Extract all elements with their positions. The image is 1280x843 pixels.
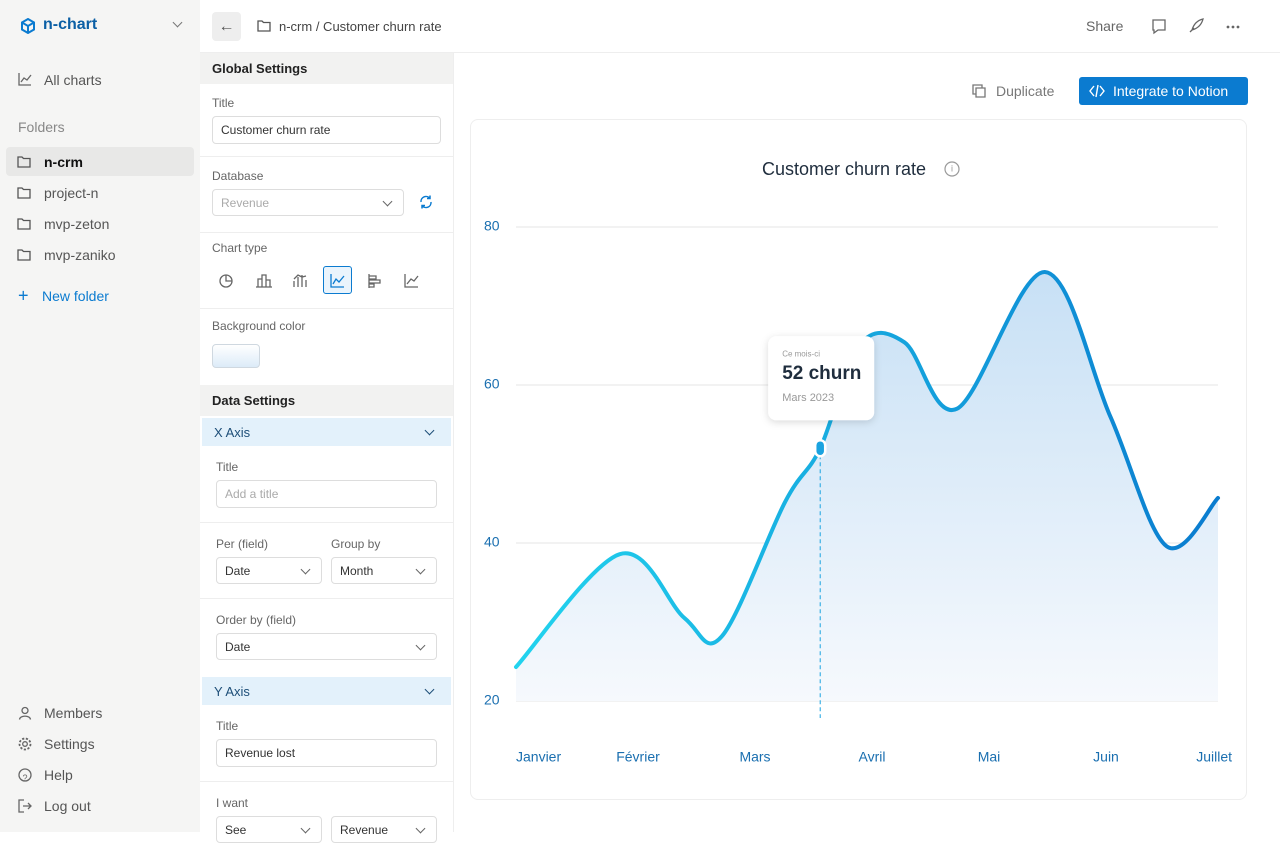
chart-type-label: Chart type [212, 241, 268, 255]
topbar-border [200, 52, 1280, 53]
top-icons[interactable] [1150, 18, 1250, 36]
info-icon[interactable] [944, 161, 960, 177]
title-label: Title [212, 96, 235, 110]
x-tick-label: Juillet [1196, 749, 1232, 765]
y-tick-label: 80 [484, 218, 500, 234]
folder-icon [257, 20, 271, 32]
folder-icon [17, 155, 31, 173]
database-label: Database [212, 169, 264, 183]
chart-card [470, 119, 1247, 800]
nav-icon [18, 73, 32, 86]
title-input[interactable]: Customer churn rate [212, 116, 441, 144]
brand-icon [21, 18, 35, 34]
tooltip-subtitle: Mars 2023 [782, 392, 834, 404]
per-label: Per (field) [216, 537, 269, 551]
integrate-button[interactable]: Integrate to Notion [1079, 77, 1248, 105]
svg-text:?: ? [22, 773, 27, 782]
y-axis-heading[interactable]: Y Axis [202, 677, 451, 705]
brand: n-chart [43, 16, 98, 33]
x-tick-label: Mars [739, 749, 770, 765]
divider [200, 156, 453, 157]
background-label: Background color [212, 319, 306, 333]
y-tick-label: 20 [484, 692, 500, 708]
y-title-input[interactable]: Revenue lost [216, 739, 437, 767]
y-tick-label: 60 [484, 376, 500, 392]
x-tick-label: Février [616, 749, 660, 765]
folder-icon [17, 248, 31, 266]
want-label: I want [216, 796, 249, 810]
x-tick-label: Mai [978, 749, 1001, 765]
area [516, 272, 1218, 701]
nav-all-charts[interactable]: All charts [44, 72, 102, 88]
duplicate-icon [972, 84, 986, 98]
x-tick-label: Juin [1093, 749, 1119, 765]
sidebar [0, 0, 200, 832]
divider [200, 522, 453, 523]
nav-item[interactable]: Log out [44, 798, 91, 814]
folder[interactable]: n-crm [44, 154, 83, 170]
want-select[interactable]: See [216, 816, 322, 843]
plus-icon: + [18, 285, 29, 306]
divider [200, 232, 453, 233]
info-icon-glyph: i [951, 163, 953, 173]
active-folder-bg [6, 147, 194, 176]
tooltip-value: 52 churn [782, 363, 861, 384]
database-select[interactable]: Revenue [212, 189, 404, 216]
breadcrumb[interactable]: n-crm / Customer churn rate [279, 19, 442, 34]
divider [200, 781, 453, 782]
folder-icon [17, 217, 31, 235]
nav-item[interactable]: Settings [44, 736, 95, 752]
x-tick-label: Janvier [516, 749, 561, 765]
folder-icon [17, 186, 31, 204]
global-heading: Global Settings [200, 53, 453, 84]
field-select[interactable]: Revenue [331, 816, 437, 843]
nav-item[interactable]: Members [44, 705, 103, 721]
color-swatch[interactable] [212, 344, 260, 368]
data-heading: Data Settings [200, 385, 453, 416]
back-button[interactable]: ← [212, 12, 241, 41]
chart-title: Customer churn rate [762, 159, 926, 179]
chart-type-icons[interactable] [218, 272, 420, 290]
refresh-icon[interactable] [418, 194, 434, 210]
group-select[interactable]: Month [331, 557, 437, 584]
group-label: Group by [331, 537, 381, 551]
nav-icon: ? [18, 768, 32, 787]
x-title-input[interactable]: Add a title [216, 480, 437, 508]
panel-border [453, 53, 454, 832]
nav-icon [18, 799, 32, 818]
nav-icon [18, 706, 32, 725]
tooltip-title: Ce mois-ci [782, 349, 820, 358]
folder[interactable]: mvp-zeton [44, 216, 110, 232]
chart: Customer churn rate i 20 40 60 80 Janvier Fév… [484, 159, 1232, 765]
folders-heading: Folders [18, 119, 65, 135]
x-tick-label: Avril [859, 749, 886, 765]
divider [200, 308, 453, 309]
order-label: Order by (field) [216, 613, 297, 627]
x-axis-heading[interactable]: X Axis [202, 418, 451, 446]
duplicate[interactable]: Duplicate [996, 83, 1055, 99]
folder[interactable]: mvp-zaniko [44, 247, 116, 263]
new-folder[interactable]: New folder [42, 288, 109, 304]
y-title-label: Title [216, 719, 239, 733]
tooltip [768, 336, 875, 421]
nav-item[interactable]: Help [44, 767, 73, 783]
folder[interactable]: project-n [44, 185, 99, 201]
order-select[interactable]: Date [216, 633, 437, 660]
share[interactable]: Share [1086, 18, 1124, 34]
divider [200, 598, 453, 599]
per-select[interactable]: Date [216, 557, 322, 584]
code-icon [1089, 84, 1105, 98]
point[interactable] [813, 438, 827, 458]
x-title-label: Title [216, 460, 239, 474]
y-tick-label: 40 [484, 534, 500, 550]
nav-icon [18, 737, 32, 756]
